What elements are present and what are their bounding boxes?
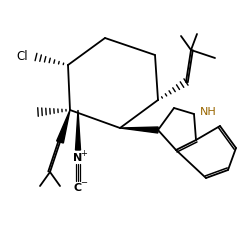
Polygon shape <box>120 127 158 133</box>
Polygon shape <box>75 110 80 150</box>
Text: NH: NH <box>200 107 217 117</box>
Text: +: + <box>80 149 87 158</box>
Text: −: − <box>80 179 87 188</box>
Text: Cl: Cl <box>16 51 28 63</box>
Text: C: C <box>74 183 82 193</box>
Polygon shape <box>57 110 70 143</box>
Text: N: N <box>73 153 83 163</box>
